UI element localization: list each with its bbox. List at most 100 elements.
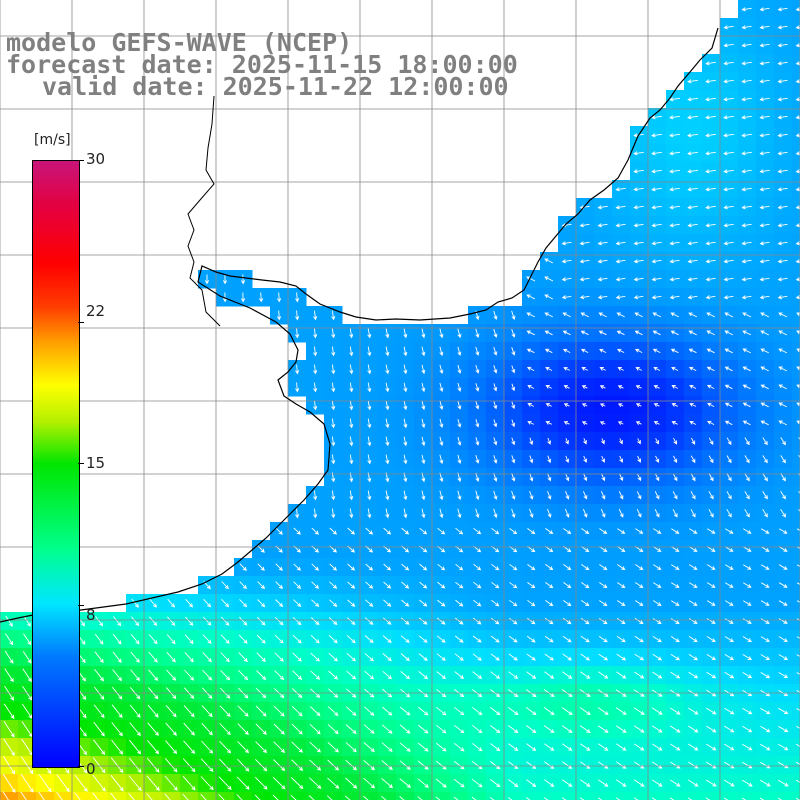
- wind-arrow: [670, 600, 680, 606]
- wind-arrow: [418, 617, 428, 625]
- wind-arrow: [382, 635, 392, 644]
- wind-arrow: [148, 669, 159, 682]
- wind-arrow: [421, 490, 426, 501]
- wind-arrow: [202, 634, 212, 644]
- wind-arrow: [726, 508, 732, 518]
- wind-arrow: [633, 725, 645, 733]
- wind-arrow: [742, 672, 753, 679]
- wind-arrow: [367, 328, 372, 339]
- wind-arrow: [777, 187, 788, 192]
- coastline: [0, 27, 719, 623]
- wind-arrow: [796, 672, 800, 675]
- wind-arrow: [707, 420, 715, 425]
- wind-arrow: [385, 418, 390, 429]
- wind-arrow: [511, 310, 516, 320]
- wind-arrow: [529, 508, 534, 518]
- wind-arrow: [185, 598, 194, 608]
- speed-cell: [234, 792, 253, 800]
- wind-arrow: [437, 527, 446, 535]
- wind-arrow: [615, 707, 627, 715]
- wind-arrow: [565, 455, 570, 463]
- wind-arrow: [796, 402, 800, 407]
- wind-arrow: [780, 455, 786, 464]
- wind-arrow: [705, 295, 716, 300]
- wind-arrow: [687, 779, 699, 787]
- wind-arrow: [527, 384, 535, 389]
- wind-arrow: [439, 508, 444, 519]
- speed-cell: [792, 18, 800, 37]
- speed-cell: [720, 792, 739, 800]
- wind-arrow: [275, 563, 283, 571]
- wind-arrow: [688, 312, 698, 318]
- wind-arrow: [582, 491, 588, 500]
- valid-date: valid date: 2025-11-22 12:00:00: [42, 72, 509, 101]
- wind-arrow: [417, 760, 429, 770]
- wind-arrow: [529, 437, 534, 446]
- wind-arrow: [706, 636, 716, 642]
- wind-arrow: [363, 760, 375, 771]
- wind-arrow: [218, 776, 232, 790]
- wind-arrow: [795, 79, 800, 84]
- wind-arrow: [796, 528, 800, 531]
- wind-arrow: [385, 346, 390, 357]
- wind-arrow: [547, 490, 552, 500]
- wind-arrow: [689, 384, 697, 389]
- wind-arrow: [724, 330, 734, 336]
- wind-arrow: [149, 616, 158, 627]
- wind-arrow: [617, 421, 624, 425]
- wind-arrow: [579, 797, 585, 800]
- wind-arrow: [328, 617, 338, 626]
- wind-arrow: [616, 671, 627, 679]
- wind-arrow: [508, 653, 518, 661]
- wind-arrow: [759, 43, 770, 48]
- wind-arrow: [669, 707, 681, 715]
- wind-arrow: [21, 703, 33, 719]
- wind-arrow: [706, 600, 716, 606]
- wind-arrow: [672, 491, 678, 500]
- wind-arrow: [367, 382, 372, 393]
- wind-arrow: [634, 671, 645, 679]
- wind-arrow: [291, 759, 304, 771]
- wind-arrow: [562, 743, 573, 751]
- wind-arrow: [148, 634, 158, 645]
- wind-arrow: [220, 634, 230, 644]
- wind-arrow: [165, 705, 177, 718]
- wind-arrow: [760, 384, 769, 390]
- wind-arrow: [687, 151, 698, 156]
- wind-arrow: [635, 421, 642, 425]
- wind-arrow: [687, 797, 693, 800]
- wind-arrow: [92, 757, 106, 774]
- wind-arrow: [508, 779, 519, 788]
- wind-arrow: [724, 636, 734, 642]
- wind-arrow: [475, 328, 480, 338]
- wind-arrow: [652, 600, 662, 607]
- wind-arrow: [344, 795, 351, 800]
- wind-arrow: [633, 277, 644, 282]
- wind-arrow: [597, 725, 609, 733]
- speed-cell: [72, 792, 91, 800]
- wind-arrow: [313, 310, 318, 321]
- wind-arrow: [147, 740, 160, 755]
- wind-arrow: [457, 454, 462, 465]
- wind-arrow: [598, 653, 609, 661]
- wind-arrow: [672, 473, 678, 482]
- wind-arrow: [563, 421, 570, 425]
- wind-arrow: [292, 634, 302, 644]
- wind-arrow: [526, 779, 537, 787]
- wind-arrow: [653, 564, 662, 570]
- wind-arrow: [545, 564, 554, 571]
- wind-arrow: [634, 330, 643, 336]
- wind-arrow: [742, 707, 753, 715]
- wind-arrow: [798, 491, 800, 495]
- wind-arrow: [439, 490, 444, 501]
- wind-arrows: [2, 7, 800, 800]
- wind-arrow: [220, 616, 230, 626]
- wind-arrow: [687, 187, 698, 192]
- speed-cell: [396, 792, 415, 800]
- wind-arrow: [615, 295, 626, 300]
- wind-arrow: [219, 705, 231, 717]
- wind-arrow: [723, 151, 734, 156]
- wind-arrow: [651, 133, 662, 138]
- wind-arrow: [598, 779, 609, 787]
- wind-arrow: [3, 703, 15, 720]
